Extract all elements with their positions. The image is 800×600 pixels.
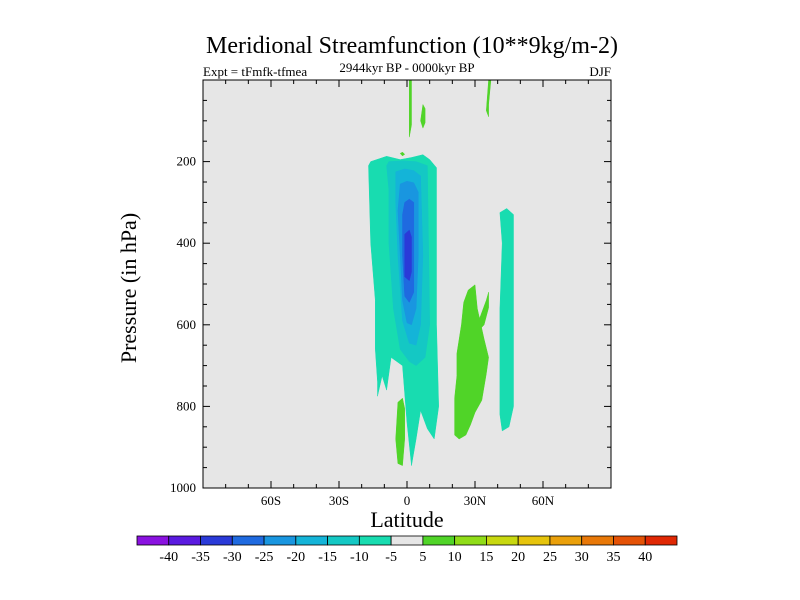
colorbar-swatch bbox=[136, 535, 170, 546]
chart-subtitle: 2944kyr BP - 0000kyr BP bbox=[339, 60, 474, 75]
y-axis-title: Pressure (in hPa) bbox=[116, 213, 141, 363]
colorbar-swatch bbox=[200, 535, 233, 546]
colorbar-label: 35 bbox=[606, 550, 620, 565]
x-tick-label: 30S bbox=[329, 493, 349, 508]
y-tick-label: 400 bbox=[177, 235, 197, 250]
y-tick-label: 600 bbox=[177, 317, 197, 332]
colorbar-swatch bbox=[231, 535, 265, 546]
colorbar-label: 40 bbox=[638, 550, 652, 565]
colorbar-label: -10 bbox=[350, 550, 369, 565]
y-tick-label: 1000 bbox=[170, 480, 196, 495]
x-tick-label: 60S bbox=[261, 493, 281, 508]
colorbar-swatch bbox=[263, 535, 297, 546]
colorbar-swatch bbox=[644, 535, 678, 546]
x-tick-label: 60N bbox=[532, 493, 555, 508]
colorbar-label: -30 bbox=[223, 550, 242, 565]
axis-ticks: 60S 30S 0 30N 60N 200 400 600 800 1000 bbox=[170, 80, 611, 508]
colorbar-swatch bbox=[295, 535, 328, 546]
x-axis-title: Latitude bbox=[370, 507, 443, 532]
colorbar-label: 10 bbox=[448, 550, 462, 565]
colorbar-swatch bbox=[549, 535, 583, 546]
contour-positive-cell-top-d bbox=[399, 151, 406, 157]
colorbar-label: -25 bbox=[255, 550, 274, 565]
colorbar-label: -15 bbox=[318, 550, 337, 565]
chart-title: Meridional Streamfunction (10**9kg/m-2) bbox=[206, 33, 618, 59]
colorbar-label: 5 bbox=[419, 550, 426, 565]
colorbar-label: 30 bbox=[575, 550, 589, 565]
contour-regions bbox=[368, 79, 514, 466]
colorbar-swatch bbox=[358, 535, 392, 546]
colorbar-swatch bbox=[581, 535, 614, 546]
colorbar-label: -20 bbox=[286, 550, 305, 565]
experiment-label: Expt = tFmfk-tfmea bbox=[203, 64, 307, 79]
contour-southern-cell-core bbox=[404, 229, 412, 282]
contour-northern-band bbox=[499, 208, 514, 432]
x-tick-label: 30N bbox=[464, 493, 487, 508]
contour-positive-cell-arm bbox=[479, 292, 489, 331]
contour-positive-cell-top-c bbox=[420, 103, 426, 129]
season-label: DJF bbox=[589, 64, 611, 79]
y-tick-label: 800 bbox=[177, 398, 197, 413]
colorbar-label: 20 bbox=[511, 550, 525, 565]
y-tick-label: 200 bbox=[177, 154, 197, 169]
x-tick-label: 0 bbox=[404, 493, 411, 508]
colorbar-label: -5 bbox=[385, 550, 397, 565]
contour-positive-cell-low bbox=[395, 397, 405, 466]
colorbar-swatch bbox=[168, 535, 201, 546]
colorbar-label: -35 bbox=[191, 550, 210, 565]
colorbar-swatch bbox=[517, 535, 551, 546]
colorbar-label: 15 bbox=[479, 550, 493, 565]
colorbar-swatch bbox=[454, 535, 487, 546]
colorbar-swatch bbox=[390, 535, 424, 546]
colorbar-swatch bbox=[422, 535, 456, 546]
colorbar-label: 25 bbox=[543, 550, 557, 565]
colorbar-swatch bbox=[613, 535, 646, 546]
colorbar-swatch bbox=[486, 535, 519, 546]
colorbar: -40 -35 -30 -25 -20 -15 -10 -5 5 10 15 20 25 30 35 40 bbox=[136, 535, 678, 565]
colorbar-label: -40 bbox=[159, 550, 178, 565]
colorbar-swatch bbox=[327, 535, 360, 546]
